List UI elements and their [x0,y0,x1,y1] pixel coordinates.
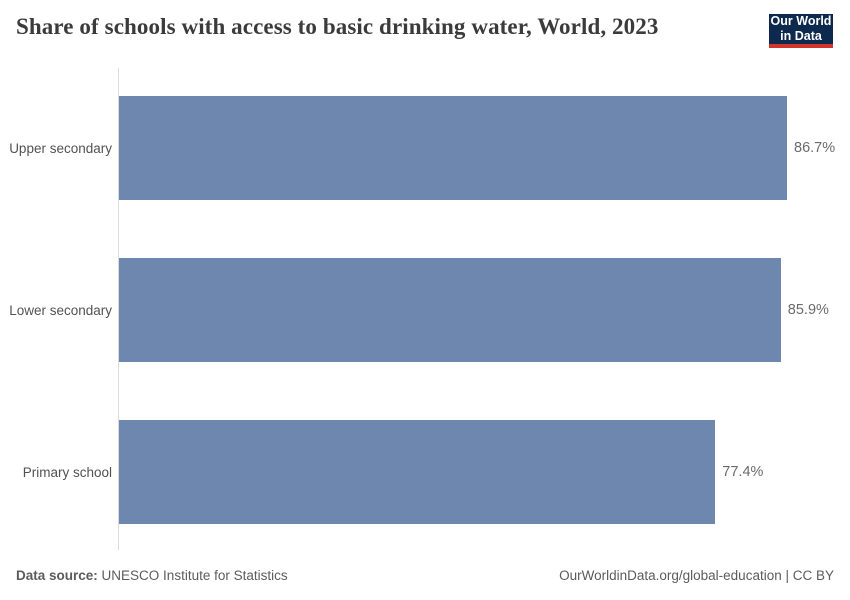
category-label-primary-school: Primary school [22,464,112,480]
bar-primary-school [119,420,716,524]
bar-upper-secondary [119,96,787,200]
license-note: OurWorldinData.org/global-education | CC… [559,568,834,583]
value-label-lower-secondary: 85.9% [787,302,829,318]
bar-row-primary-school: Primary school 77.4% [0,420,850,524]
bar-row-lower-secondary: Lower secondary 85.9% [0,258,850,362]
bar-lower-secondary [119,258,781,362]
value-label-primary-school: 77.4% [722,464,764,480]
bar-row-upper-secondary: Upper secondary 86.7% [0,96,850,200]
category-label-upper-secondary: Upper secondary [9,140,112,156]
chart-title: Share of schools with access to basic dr… [16,14,659,39]
data-source-note: Data source: UNESCO Institute for Statis… [16,568,288,583]
chart-footer: Data source: UNESCO Institute for Statis… [16,568,834,583]
data-source-label: Data source: [16,568,98,583]
owid-logo-line2: in Data [780,29,822,43]
category-label-lower-secondary: Lower secondary [9,302,112,318]
owid-logo: Our World in Data [769,14,833,48]
owid-logo-line1: Our World [770,13,832,28]
data-source-value: UNESCO Institute for Statistics [101,568,288,583]
value-label-upper-secondary: 86.7% [794,140,836,156]
y-axis-line [118,68,119,550]
